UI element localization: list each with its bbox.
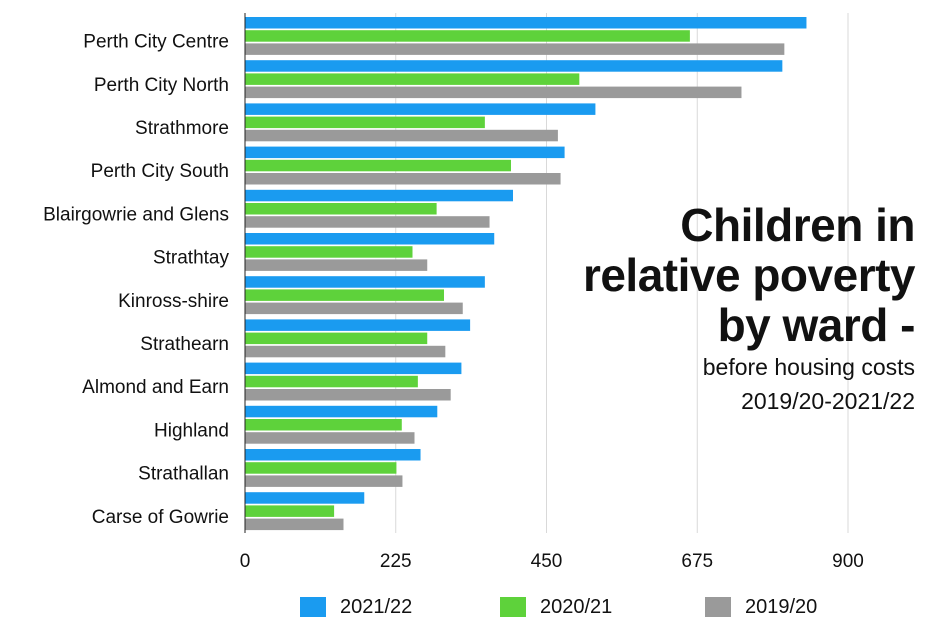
chart-title-line-1: Children in (680, 199, 915, 251)
legend-label-2021-22: 2021/22 (340, 595, 413, 618)
x-tick-label-225: 225 (380, 551, 412, 572)
legend-item-2020-21: 2020/21 (500, 596, 612, 618)
bar-perth-city-north-2019-20 (245, 86, 742, 99)
bar-strathearn-2019-20 (245, 345, 446, 358)
bar-perth-city-north-2020-21 (245, 73, 580, 85)
bar-carse-of-gowrie-2021-22 (245, 492, 365, 504)
legend-label-2019-20: 2019/20 (745, 595, 818, 618)
bar-highland-2021-22 (245, 405, 438, 418)
bar-perth-city-centre-2021-22 (245, 17, 807, 29)
bar-strathmore-2019-20 (245, 129, 558, 142)
bar-blairgowrie-and-glens-2019-20 (245, 216, 490, 228)
bar-kinross-shire-2020-21 (245, 289, 444, 301)
bar-carse-of-gowrie-2020-21 (245, 505, 335, 517)
bar-perth-city-centre-2019-20 (245, 43, 785, 55)
bar-kinross-shire-2021-22 (245, 276, 485, 288)
bar-perth-city-centre-2020-21 (245, 30, 690, 42)
bar-strathmore-2020-21 (245, 116, 485, 129)
bar-almond-and-earn-2019-20 (245, 389, 451, 401)
legend: 2021/22 2020/21 2019/20 (0, 596, 939, 618)
chart-subtitle-line-1: before housing costs (702, 354, 915, 380)
y-tick-label-perth-city-south: Perth City South (91, 161, 229, 182)
bar-highland-2019-20 (245, 432, 415, 444)
y-tick-label-strathearn: Strathearn (140, 334, 229, 355)
chart-subtitle-line-2: 2019/20-2021/22 (741, 388, 915, 414)
bar-perth-city-south-2021-22 (245, 146, 565, 159)
legend-swatch-2019-20 (705, 597, 731, 617)
y-tick-label-carse-of-gowrie: Carse of Gowrie (92, 507, 229, 528)
tick-labels: 0 225 450 675 900 Perth City Centre Perth City… (43, 32, 864, 572)
bar-carse-of-gowrie-2019-20 (245, 518, 344, 531)
y-tick-label-strathtay: Strathtay (153, 248, 230, 269)
y-tick-label-blairgowrie-and-glens: Blairgowrie and Glens (43, 204, 229, 225)
chart-title-line-3: by ward - (717, 299, 916, 351)
bars (245, 17, 807, 531)
bar-almond-and-earn-2021-22 (245, 362, 462, 375)
bar-blairgowrie-and-glens-2020-21 (245, 203, 437, 215)
bar-strathtay-2020-21 (245, 246, 413, 258)
bar-strathmore-2021-22 (245, 103, 596, 115)
legend-item-2019-20: 2019/20 (705, 596, 817, 618)
bar-blairgowrie-and-glens-2021-22 (245, 189, 513, 202)
chart-title-line-2: relative poverty (582, 249, 916, 301)
y-tick-label-perth-city-centre: Perth City Centre (83, 32, 229, 53)
y-tick-label-strathmore: Strathmore (135, 118, 229, 139)
y-tick-label-perth-city-north: Perth City North (94, 75, 229, 96)
legend-item-2021-22: 2021/22 (300, 596, 412, 618)
x-tick-label-0: 0 (240, 551, 251, 572)
bar-strathtay-2019-20 (245, 259, 428, 271)
bar-strathallan-2020-21 (245, 462, 397, 474)
y-tick-label-strathallan: Strathallan (138, 464, 229, 485)
bar-perth-city-south-2019-20 (245, 173, 561, 185)
y-tick-label-highland: Highland (154, 420, 229, 441)
x-tick-label-675: 675 (681, 551, 713, 572)
bar-strathallan-2021-22 (245, 449, 421, 461)
bar-perth-city-north-2021-22 (245, 60, 783, 72)
bar-kinross-shire-2019-20 (245, 302, 463, 315)
bar-perth-city-south-2020-21 (245, 159, 511, 172)
x-tick-label-450: 450 (531, 551, 563, 572)
bar-strathearn-2020-21 (245, 332, 428, 345)
legend-label-2020-21: 2020/21 (540, 595, 613, 618)
bar-almond-and-earn-2020-21 (245, 375, 418, 388)
bar-strathtay-2021-22 (245, 233, 495, 245)
y-tick-label-kinross-shire: Kinross-shire (118, 291, 229, 312)
y-tick-label-almond-and-earn: Almond and Earn (82, 377, 229, 398)
bar-strathearn-2021-22 (245, 319, 471, 331)
chart-title-block: Children in relative poverty by ward - b… (495, 199, 916, 418)
bar-strathallan-2019-20 (245, 475, 403, 487)
bar-highland-2020-21 (245, 419, 402, 431)
legend-swatch-2020-21 (500, 597, 526, 617)
grid-lines (395, 13, 849, 533)
legend-swatch-2021-22 (300, 597, 326, 617)
x-tick-label-900: 900 (832, 551, 864, 572)
